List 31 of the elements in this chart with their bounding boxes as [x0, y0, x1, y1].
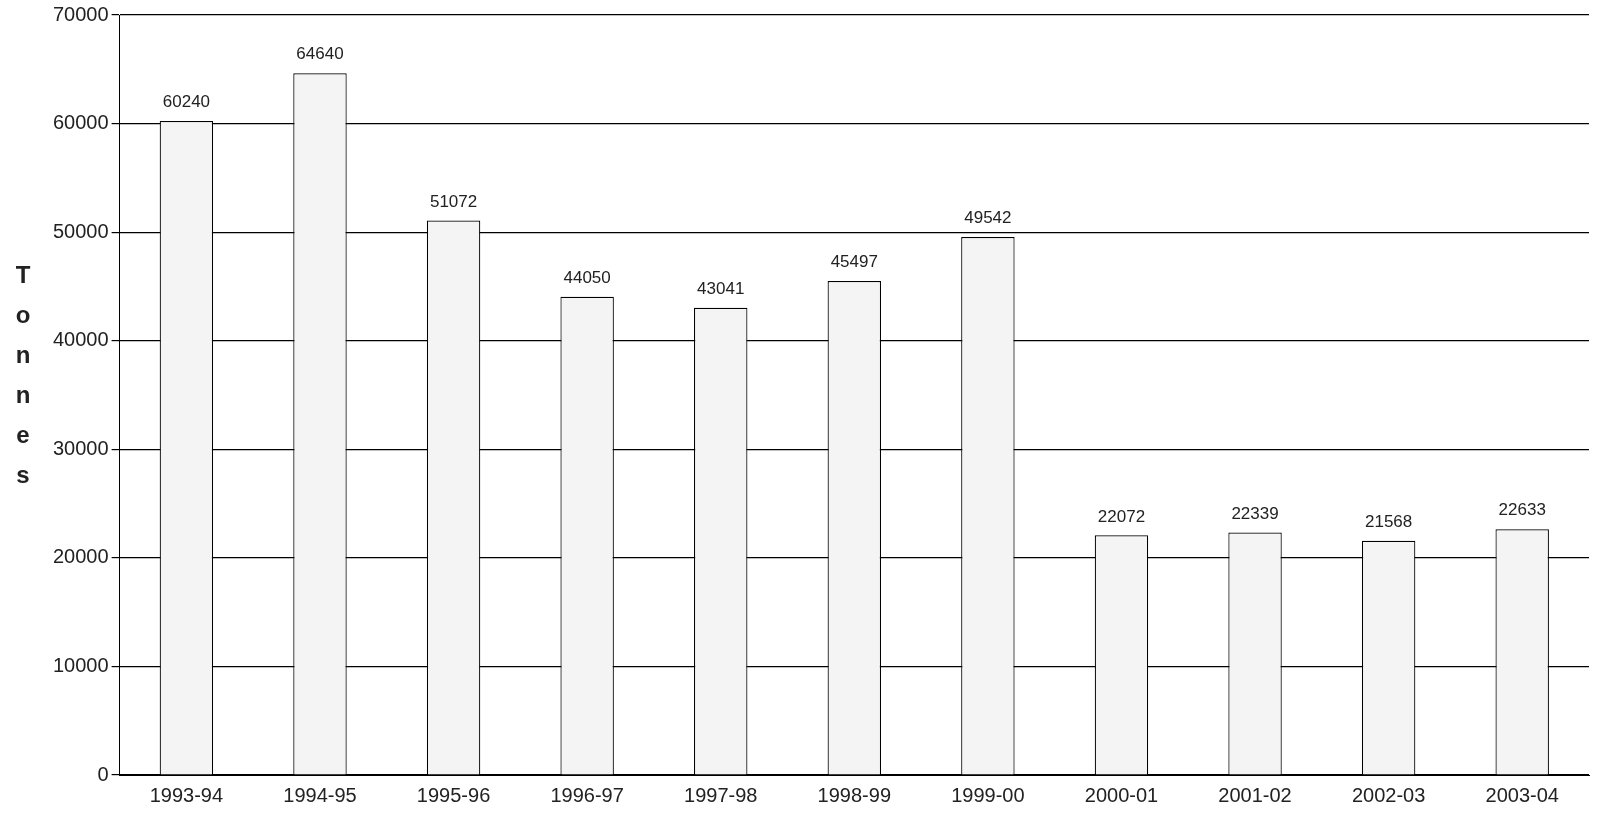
x-tick-label: 1999-00 — [951, 783, 1025, 806]
data-label: 45497 — [830, 252, 878, 272]
data-label: 21568 — [1364, 512, 1413, 532]
data-label: 22633 — [1498, 500, 1546, 520]
y-tick-label: 70000 — [52, 2, 109, 25]
x-tick-label: 2001-02 — [1218, 783, 1292, 806]
data-label: 22339 — [1231, 503, 1279, 523]
y-tick-label: 60000 — [52, 111, 109, 134]
data-label: 22072 — [1097, 506, 1146, 526]
data-label: 51072 — [429, 191, 478, 211]
data-label: 64640 — [296, 44, 344, 64]
x-tick-label: 1993-94 — [149, 783, 224, 806]
x-tick-label: 1998-99 — [817, 783, 892, 806]
x-tick-label: 1996-97 — [550, 783, 624, 806]
y-axis-title: Tonnes — [14, 260, 32, 490]
x-tick-label: 2003-04 — [1485, 783, 1559, 806]
x-tick-label: 1994-95 — [283, 783, 357, 806]
x-tick-label: 1997-98 — [684, 783, 758, 806]
data-label: 49542 — [964, 208, 1012, 228]
y-tick-label: 40000 — [52, 328, 109, 351]
y-tick-label: 10000 — [52, 653, 109, 676]
x-tick-label: 2000-01 — [1084, 783, 1159, 806]
y-tick-label: 20000 — [52, 545, 109, 568]
y-tick-label: 30000 — [52, 436, 109, 459]
data-label: 60240 — [162, 92, 211, 112]
x-tick-label: 1995-96 — [416, 783, 491, 806]
y-tick-label: 0 — [97, 762, 109, 785]
data-label: 43041 — [697, 278, 745, 298]
y-tick-label: 50000 — [52, 219, 109, 242]
x-tick-label: 2002-03 — [1351, 783, 1426, 806]
data-label: 44050 — [563, 267, 611, 287]
